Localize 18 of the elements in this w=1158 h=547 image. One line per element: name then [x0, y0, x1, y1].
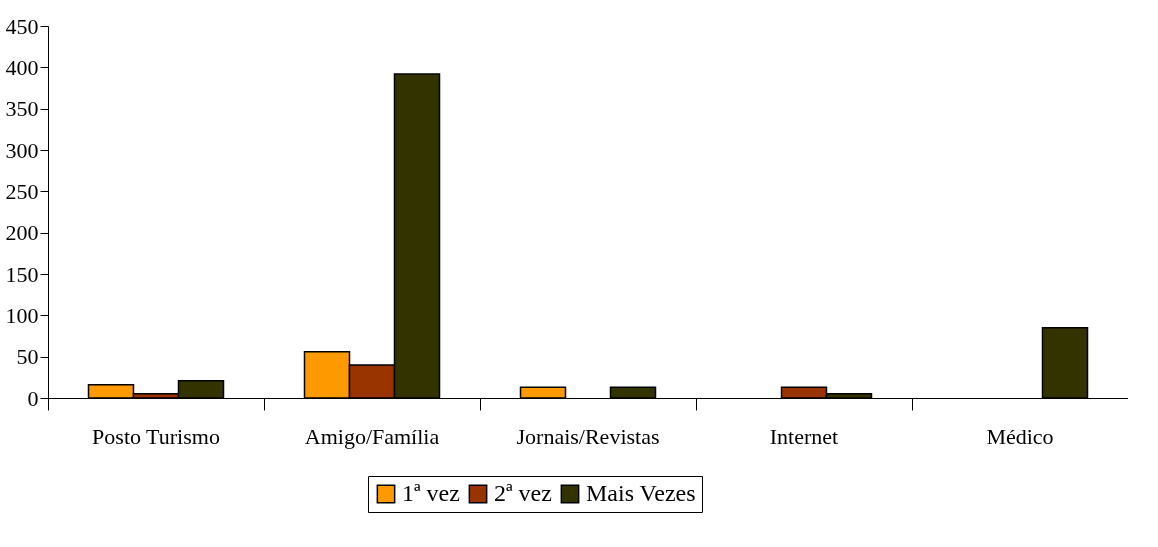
y-tick-label: 350	[5, 96, 39, 122]
y-tick-label: 200	[5, 220, 39, 246]
y-tick-label: 300	[5, 137, 39, 163]
y-tick-label: 50	[16, 344, 39, 370]
x-tick-label: Amigo/Família	[304, 423, 440, 449]
y-tick-label: 450	[5, 13, 39, 39]
y-tick-label: 0	[27, 385, 39, 411]
y-tick-label: 250	[5, 178, 39, 204]
x-tick-label: Internet	[769, 423, 839, 449]
x-tick-label: Médico	[986, 423, 1054, 449]
legend-label: 2ª vez	[494, 480, 552, 506]
legend-label: 1ª vez	[402, 480, 460, 506]
y-tick-label: 100	[5, 302, 39, 328]
x-tick-label: Posto Turismo	[92, 423, 220, 449]
legend-label: Mais Vezes	[586, 480, 696, 506]
x-tick-label: Jornais/Revistas	[516, 423, 660, 449]
y-tick-label: 400	[5, 54, 39, 80]
y-tick-label: 150	[5, 261, 39, 287]
